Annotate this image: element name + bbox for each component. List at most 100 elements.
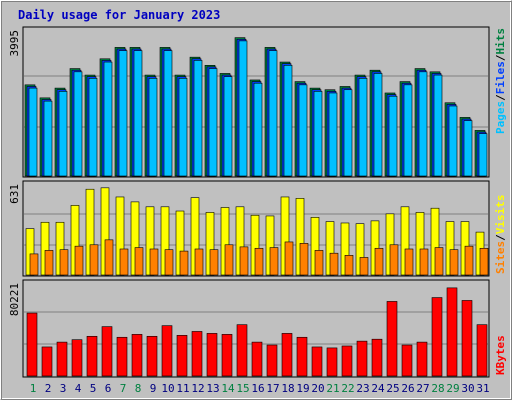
sites-visits-bars xyxy=(25,187,489,276)
x-axis-label: 21 xyxy=(326,382,339,395)
x-axis-label: 17 xyxy=(266,382,279,395)
sites-bar xyxy=(284,241,294,276)
kbytes-bar xyxy=(461,300,473,377)
sites-bar xyxy=(254,247,264,276)
x-axis-label: 19 xyxy=(296,382,309,395)
kbytes-bar xyxy=(146,335,158,377)
legend-entry-kbytes: KBytes xyxy=(494,335,507,375)
kbytes-bar xyxy=(476,324,488,377)
kbytes-bar xyxy=(296,336,308,377)
kbytes-bar xyxy=(161,325,173,377)
pages-bar xyxy=(313,91,323,177)
sites-bar xyxy=(29,253,39,276)
legend-separator: / xyxy=(494,94,507,101)
pages-bar xyxy=(73,71,83,177)
pages-bar xyxy=(208,68,218,177)
kbytes-bar xyxy=(356,340,368,377)
sites-bar xyxy=(149,248,159,276)
x-axis-label: 25 xyxy=(386,382,399,395)
sites-bar xyxy=(314,250,324,276)
x-axis-label: 1 xyxy=(30,382,37,395)
panel-2-legend: Sites/Visits xyxy=(494,195,507,275)
pages-bar xyxy=(58,91,68,177)
kbytes-bar xyxy=(371,338,383,377)
pages-bar xyxy=(343,89,353,177)
sites-bar xyxy=(269,247,279,276)
pages-bar xyxy=(193,60,203,177)
pages-bar xyxy=(148,78,158,177)
panel-3-y-max-label: 80221 xyxy=(8,283,21,316)
pages-bar xyxy=(283,65,293,177)
x-axis-label: 24 xyxy=(371,382,385,395)
pages-bar xyxy=(298,84,308,177)
sites-bar xyxy=(344,255,354,276)
legend-entry-hits: Hits xyxy=(494,28,507,55)
x-axis-label: 14 xyxy=(221,382,235,395)
kbytes-bar xyxy=(71,339,83,377)
sites-bar xyxy=(389,244,399,276)
pages-bar xyxy=(268,50,278,177)
sites-bar xyxy=(224,244,234,276)
pages-bar xyxy=(478,133,488,177)
kbytes-bar xyxy=(386,301,398,377)
panel-2-y-max-label: 631 xyxy=(8,184,21,204)
pages-bar xyxy=(433,74,443,177)
x-axis-label: 18 xyxy=(281,382,294,395)
sites-bar xyxy=(209,249,219,276)
kbytes-bar xyxy=(326,347,338,377)
x-axis-label: 7 xyxy=(120,382,127,395)
kbytes-bar xyxy=(221,334,233,377)
x-axis-label: 12 xyxy=(191,382,204,395)
sites-bar xyxy=(449,249,459,276)
sites-bar xyxy=(239,246,249,276)
kbytes-bar xyxy=(86,335,98,377)
kbytes-bar xyxy=(176,335,188,377)
sites-bar xyxy=(434,247,444,276)
x-axis-label: 4 xyxy=(75,382,82,395)
x-axis-label: 13 xyxy=(206,382,219,395)
kbytes-bar xyxy=(431,297,443,377)
sites-bar xyxy=(404,248,414,276)
x-axis-label: 27 xyxy=(416,382,429,395)
kbytes-bar xyxy=(266,344,278,377)
pages-bar xyxy=(328,92,338,177)
pages-bar xyxy=(418,71,428,177)
kbytes-bar xyxy=(116,336,128,377)
sites-bar xyxy=(74,245,84,276)
pages-bar xyxy=(43,100,53,177)
pages-bar xyxy=(238,40,248,177)
x-axis-label: 11 xyxy=(176,382,189,395)
sites-bar xyxy=(44,250,54,276)
pages-bar xyxy=(448,105,458,177)
legend-entry-pages: Pages xyxy=(494,101,507,134)
kbytes-bar xyxy=(281,333,293,377)
pages-bar xyxy=(28,87,38,177)
sites-bar xyxy=(104,239,114,276)
x-axis-label: 26 xyxy=(401,382,414,395)
x-axis-label: 28 xyxy=(431,382,444,395)
pages-bar xyxy=(403,84,413,177)
legend-separator: / xyxy=(494,54,507,61)
sites-bar xyxy=(329,252,339,276)
sites-bar xyxy=(374,247,384,276)
kbytes-bar xyxy=(311,346,323,377)
sites-bar xyxy=(179,250,189,276)
pages-bar xyxy=(88,78,98,177)
x-axis-label: 23 xyxy=(356,382,369,395)
sites-bar xyxy=(89,244,99,276)
panel-1-legend: Pages/Files/Hits xyxy=(494,28,507,134)
x-axis-label: 5 xyxy=(90,382,97,395)
legend-entry-visits: Visits xyxy=(494,195,507,235)
sites-bar xyxy=(419,248,429,276)
sites-bar xyxy=(119,248,129,276)
x-axis-label: 30 xyxy=(461,382,474,395)
kbytes-bar xyxy=(191,331,203,377)
chart-title: Daily usage for January 2023 xyxy=(18,8,220,22)
sites-bar xyxy=(464,245,474,276)
pages-bar xyxy=(373,73,383,177)
kbytes-bar xyxy=(26,312,38,377)
kbytes-bar xyxy=(206,333,218,377)
kbytes-bar xyxy=(41,346,53,377)
